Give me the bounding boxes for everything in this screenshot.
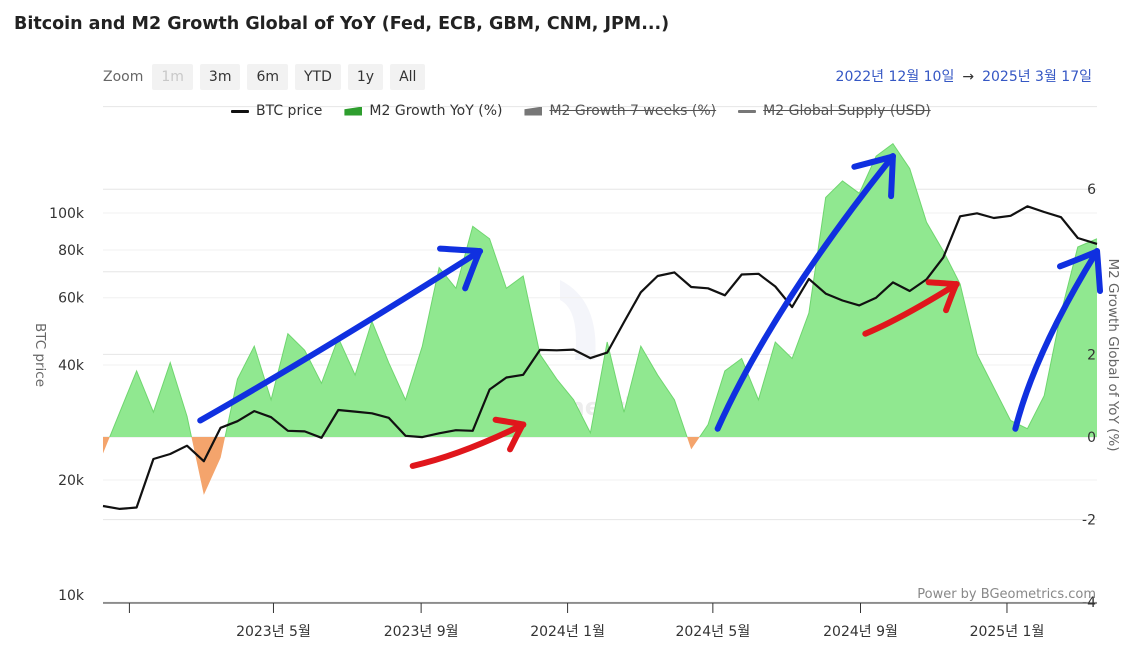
range-start-input[interactable]: 2022년 12월 10일 [835,69,955,85]
watermark-logo [560,280,596,360]
y-right-tick-label: 6 [1087,182,1096,198]
annotation-arrow-shaft [1012,248,1100,432]
annotation-arrow-shaft [197,248,483,424]
legend-item-m2-supply[interactable]: M2 Global Supply (USD) [738,103,931,119]
zoom-1m-button[interactable]: 1m [152,64,193,90]
annotation-arrow-shaft [409,421,527,469]
date-range: 2022년 12월 10일 → 2025년 3월 17일 [836,66,1092,86]
legend-swatch-btc [231,109,249,113]
y-left-tick-label: 60k [58,291,85,307]
legend-item-btc[interactable]: BTC price [231,103,322,119]
legend-item-m2-yoy[interactable]: M2 Growth YoY (%) [344,103,502,119]
y-left-tick-label: 80k [58,243,85,259]
annotation-arrow-head [1057,248,1104,295]
x-tick-label: 2025년 1월 [970,624,1045,640]
y-left-tick-label: 40k [58,358,85,374]
m2-area-edge [109,143,1098,437]
y-right-tick-label: -4 [1082,595,1096,611]
zoom-label: Zoom [103,69,144,85]
zoom-6m-button[interactable]: 6m [247,64,288,90]
zoom-all-button[interactable]: All [390,64,426,90]
y-right-tick-label: 0 [1087,430,1096,446]
annotation-arrow-shaft [862,281,960,337]
x-tick-label: 2024년 5월 [675,624,750,640]
legend-label-m2-yoy: M2 Growth YoY (%) [369,103,503,119]
legend-label-btc: BTC price [256,103,323,119]
legend-label-m2-7weeks: M2 Growth 7 weeks (%) [549,103,717,119]
x-tick-label: 2024년 1월 [530,624,605,640]
credit-link[interactable]: Power by BGeometrics.com [917,587,1096,602]
range-end-input[interactable]: 2025년 3월 17일 [982,69,1092,85]
legend: BTC price M2 Growth YoY (%) M2 Growth 7 … [231,103,931,119]
annotation-arrow-head [851,153,896,200]
y-left-tick-label: 20k [58,473,85,489]
y-left-tick-label: 100k [49,206,85,222]
chart-title: Bitcoin and M2 Growth Global of YoY (Fed… [14,14,670,34]
x-tick-label: 2023년 5월 [236,624,311,640]
legend-swatch-m2-yoy [344,106,363,116]
x-tick-label: 2023년 9월 [384,624,459,640]
m2-area-negative [103,437,1097,495]
y-left-axis-title: BTC price [32,323,48,387]
x-tick-label: 2024년 9월 [823,624,898,640]
y-right-tick-label: -2 [1082,513,1096,529]
range-arrow: → [962,69,975,85]
btc-price-line [102,205,1098,510]
y-left-tick-label: 10k [58,588,85,604]
legend-item-m2-7weeks[interactable]: M2 Growth 7 weeks (%) [524,103,716,119]
annotation-arrow-head [925,279,960,314]
annotation-arrow-head [492,416,527,453]
annotation-arrow-head [437,245,483,292]
zoom-1y-button[interactable]: 1y [347,64,384,90]
zoom-bar: Zoom 1m 3m 6m YTD 1y All [103,64,426,90]
y-right-axis-title: M2 Growth Global of YoY (%) [1105,259,1121,452]
m2-area-positive [103,143,1097,437]
zoom-ytd-button[interactable]: YTD [295,64,341,90]
legend-label-m2-supply: M2 Global Supply (USD) [763,103,931,119]
legend-swatch-m2-7weeks [524,106,543,116]
annotations [197,153,1104,469]
legend-swatch-m2-supply [738,109,757,113]
zoom-3m-button[interactable]: 3m [199,64,241,90]
y-right-tick-label: 2 [1087,347,1096,363]
annotation-arrow-shaft [714,153,896,432]
